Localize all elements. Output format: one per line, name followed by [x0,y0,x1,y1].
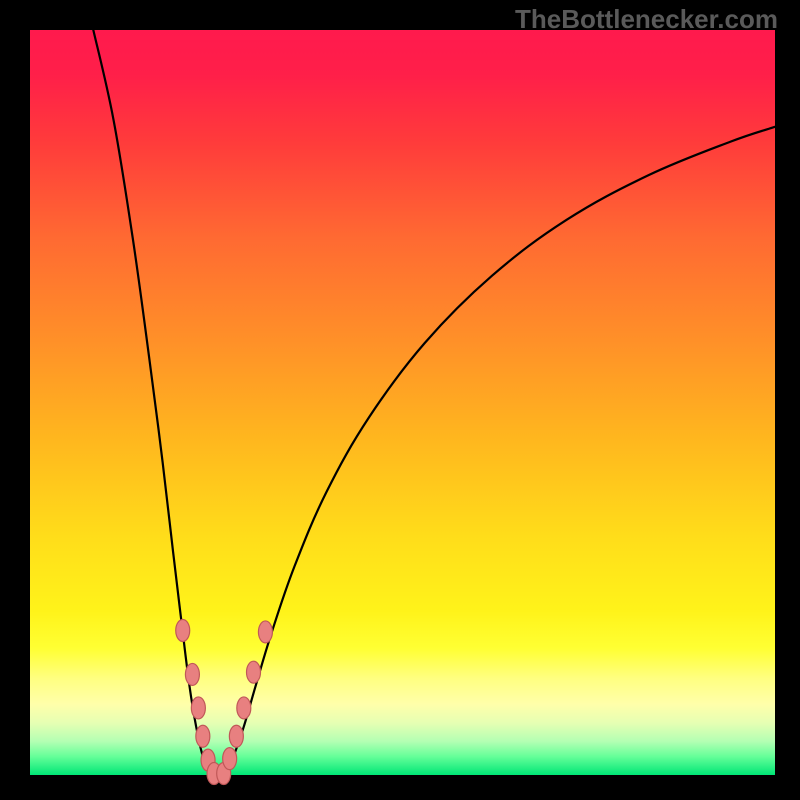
data-marker [185,663,199,685]
data-marker [258,621,272,643]
data-marker [237,697,251,719]
watermark-text: TheBottlenecker.com [515,4,778,35]
chart-svg [0,0,800,800]
plot-background [30,30,775,775]
data-marker [247,661,261,683]
chart-frame: TheBottlenecker.com [0,0,800,800]
data-marker [223,748,237,770]
data-marker [191,697,205,719]
data-marker [176,619,190,641]
data-marker [196,725,210,747]
data-marker [229,725,243,747]
